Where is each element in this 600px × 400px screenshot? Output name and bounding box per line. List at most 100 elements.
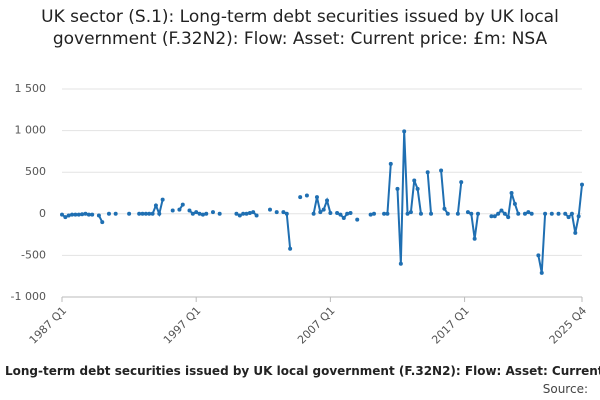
point — [509, 191, 514, 195]
point — [321, 207, 326, 212]
point — [251, 210, 256, 215]
point — [429, 211, 434, 216]
point — [63, 215, 68, 220]
point — [194, 210, 199, 215]
point — [388, 161, 393, 166]
x-tick-label: 2007 Q1 — [295, 304, 338, 347]
x-tick-label: 1997 Q1 — [161, 304, 204, 347]
point — [372, 211, 376, 216]
point — [137, 211, 142, 216]
point — [143, 211, 148, 216]
y-tick-label: 1 000 — [15, 124, 47, 137]
point — [549, 211, 554, 216]
x-tick-label: 2025 Q4 — [547, 304, 590, 347]
point — [492, 214, 497, 219]
point — [529, 211, 534, 216]
point — [140, 211, 145, 216]
point — [576, 214, 581, 219]
point — [157, 211, 162, 216]
x-tick-label: 1987 Q1 — [27, 304, 70, 347]
point — [469, 211, 474, 216]
point — [190, 211, 195, 216]
point — [325, 198, 330, 203]
point — [80, 212, 85, 217]
point — [284, 211, 289, 216]
point — [539, 270, 544, 275]
point — [465, 210, 470, 215]
point — [160, 197, 165, 202]
point — [569, 211, 574, 216]
point — [459, 180, 464, 185]
point — [254, 213, 259, 218]
point — [234, 211, 239, 216]
point — [328, 210, 333, 215]
y-tick-label: -1 000 — [11, 290, 46, 303]
point — [200, 212, 205, 217]
point — [348, 210, 353, 215]
point — [472, 236, 477, 241]
point — [177, 207, 182, 212]
point — [153, 203, 158, 208]
point — [522, 211, 527, 216]
point — [180, 202, 185, 207]
point — [86, 212, 91, 217]
point — [335, 210, 340, 215]
point — [526, 210, 531, 215]
point — [318, 210, 323, 215]
point — [543, 211, 548, 216]
point — [304, 193, 309, 198]
point — [274, 210, 279, 215]
point — [237, 213, 242, 218]
y-tick-label: 1 500 — [15, 82, 47, 95]
y-tick-label: -500 — [21, 248, 46, 261]
point — [83, 211, 88, 216]
point — [580, 182, 584, 187]
chart-title: UK sector (S.1): Long-term debt securiti… — [41, 7, 559, 49]
footer-text: Long-term debt securities issued by UK l… — [5, 364, 600, 378]
point — [385, 211, 390, 216]
point — [368, 212, 373, 217]
point — [355, 217, 360, 222]
point — [204, 211, 209, 216]
x-tick-label: 2017 Q1 — [429, 304, 472, 347]
point — [127, 211, 132, 216]
point — [395, 186, 400, 191]
point — [398, 261, 403, 266]
point — [476, 211, 480, 216]
source-text: Source: — [542, 382, 588, 396]
point — [90, 212, 95, 217]
point — [408, 210, 413, 215]
point — [73, 212, 78, 217]
y-tick-label: 0 — [39, 207, 46, 220]
point — [113, 211, 118, 216]
point — [217, 211, 222, 216]
point — [66, 213, 71, 218]
point — [96, 213, 101, 218]
point — [499, 208, 504, 213]
point — [566, 215, 571, 220]
point — [496, 211, 501, 216]
point — [563, 211, 568, 216]
point — [412, 178, 417, 183]
point — [402, 129, 407, 134]
point — [60, 212, 64, 217]
point — [382, 211, 387, 216]
point — [210, 210, 215, 215]
point — [506, 215, 511, 220]
point — [556, 211, 561, 216]
point — [197, 211, 202, 216]
point — [170, 208, 175, 213]
point — [405, 211, 410, 216]
point — [439, 168, 444, 173]
point — [150, 211, 155, 216]
point — [442, 206, 447, 211]
point — [445, 211, 450, 216]
point — [502, 211, 507, 216]
point — [345, 211, 350, 216]
point — [512, 201, 517, 206]
point — [281, 210, 286, 215]
point — [418, 211, 423, 216]
point — [311, 211, 316, 216]
